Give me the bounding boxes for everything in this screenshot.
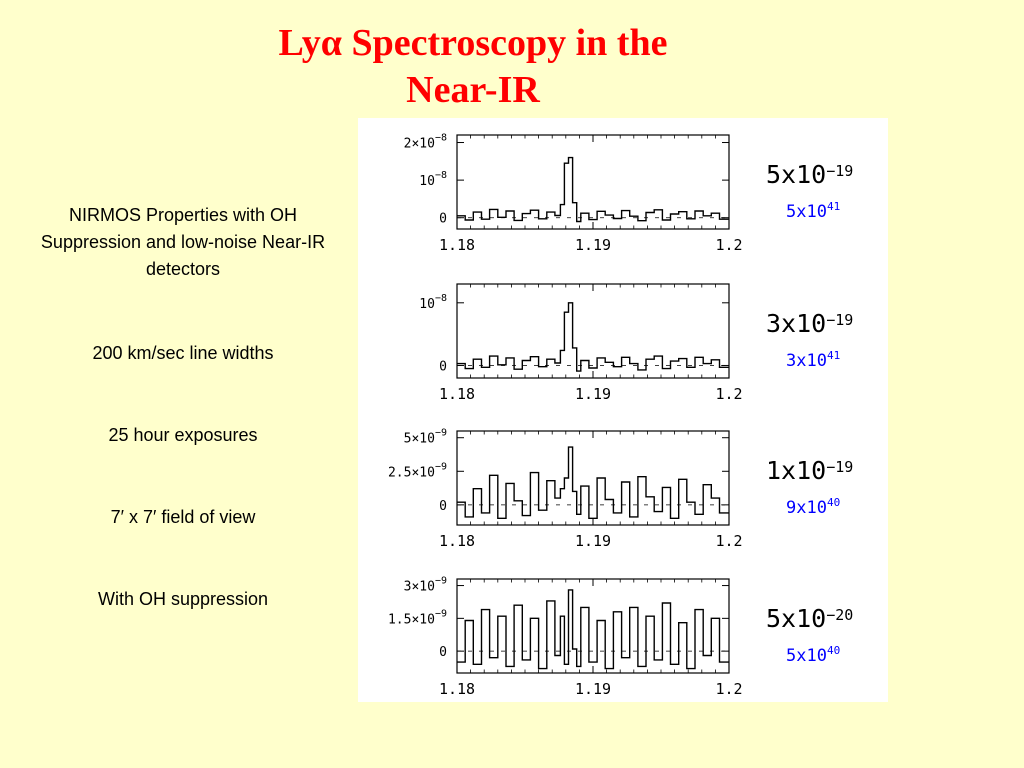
x-tick-label-4-3: 1.2 xyxy=(715,680,742,698)
y-tick-label-4-3: 0 xyxy=(439,645,447,660)
x-tick-label-2-3: 1.2 xyxy=(715,385,742,403)
x-tick-label-3-2: 1.19 xyxy=(575,532,611,550)
x-tick-label-3-1: 1.18 xyxy=(439,532,475,550)
spectra-chart: 1.18 1.19 1.2 2×10−8 10−8 0 5x10−19 5x1041 1.18 1… xyxy=(388,133,853,698)
y-tick-label-1-1: 2×10−8 xyxy=(404,133,447,152)
y-tick-label-3-2: 2.5×10−9 xyxy=(388,461,447,480)
x-tick-label-2-2: 1.19 xyxy=(575,385,611,403)
y-tick-label-4-2: 1.5×10−9 xyxy=(388,608,447,627)
flux-label-1: 5x10−19 xyxy=(766,160,853,189)
slide-title: Lyα Spectroscopy in the Near-IR xyxy=(110,20,836,114)
x-tick-label-1-2: 1.19 xyxy=(575,236,611,254)
spectrum-trace-2 xyxy=(457,302,729,372)
luminosity-label-3: 9x1040 xyxy=(786,496,840,518)
property-exposures: 25 hour exposures xyxy=(108,425,258,445)
y-tick-label-4-1: 3×10−9 xyxy=(404,576,447,595)
luminosity-label-2: 3x1041 xyxy=(786,349,840,371)
y-tick-label-3-3: 0 xyxy=(439,499,447,514)
spectrum-trace-3 xyxy=(457,446,729,519)
property-oh-suppression: With OH suppression xyxy=(97,589,269,609)
luminosity-label-1: 5x1041 xyxy=(786,200,840,222)
property-line-widths: 200 km/sec line widths xyxy=(92,343,274,363)
slide-title-line-1: Lyα Spectroscopy in the xyxy=(278,22,668,64)
y-tick-label-2-2: 0 xyxy=(439,359,447,374)
x-tick-label-1-3: 1.2 xyxy=(715,236,742,254)
x-tick-label-4-2: 1.19 xyxy=(575,680,611,698)
luminosity-label-4: 5x1040 xyxy=(786,644,840,666)
flux-label-4: 5x10−20 xyxy=(766,604,853,633)
spectra-panel: 1.18 1.19 1.2 2×10−8 10−8 0 5x10−19 5x1041 1.18 1… xyxy=(358,118,888,702)
property-nirmos: NIRMOS Properties with OH Suppression an… xyxy=(40,205,326,279)
y-tick-label-1-3: 0 xyxy=(439,212,447,227)
spectrum-trace-4 xyxy=(457,589,729,670)
flux-label-2: 3x10−19 xyxy=(766,309,853,338)
x-tick-label-1-1: 1.18 xyxy=(439,236,475,254)
property-field-of-view: 7′ x 7′ field of view xyxy=(110,507,256,527)
x-tick-label-3-3: 1.2 xyxy=(715,532,742,550)
y-tick-label-1-2: 10−8 xyxy=(419,170,447,189)
flux-label-3: 1x10−19 xyxy=(766,456,853,485)
spectrum-trace-1 xyxy=(457,156,729,223)
x-tick-label-4-1: 1.18 xyxy=(439,680,475,698)
slide-title-line-2: Near-IR xyxy=(406,69,540,111)
y-tick-label-2-1: 10−8 xyxy=(419,293,447,312)
y-tick-label-3-1: 5×10−9 xyxy=(404,428,447,447)
x-tick-label-2-1: 1.18 xyxy=(439,385,475,403)
